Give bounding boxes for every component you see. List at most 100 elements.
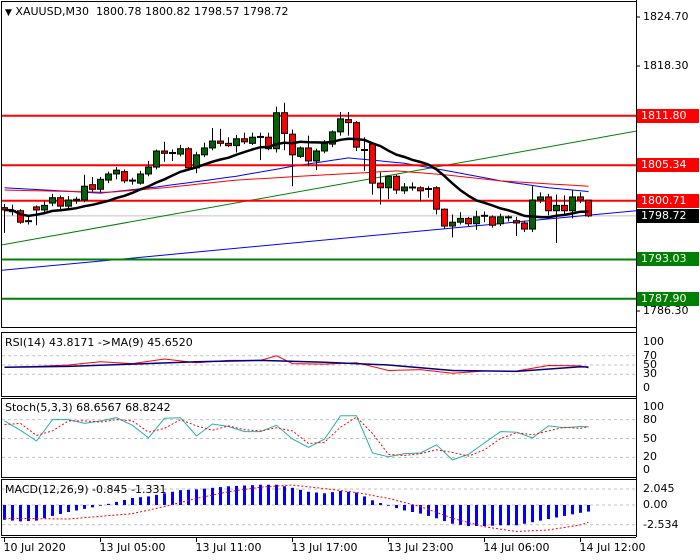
macd-histogram-bar [291, 487, 294, 505]
macd-histogram-bar [571, 505, 574, 515]
macd-histogram-bar [507, 505, 510, 526]
candle-bearish [393, 175, 400, 191]
level-price-tag: 1800.71 [637, 193, 699, 208]
macd-histogram-bar [155, 494, 158, 505]
candle-bullish [321, 142, 328, 152]
time-tick-label: 13 Jul 23:00 [387, 541, 454, 554]
candle-bullish [137, 173, 144, 184]
moving-average-red [4, 170, 589, 193]
candle-bearish [545, 196, 552, 212]
macd-histogram-bar [243, 485, 246, 505]
macd-title: MACD(12,26,9) -0.845 -1.331 [5, 483, 167, 496]
macd-histogram-bar [299, 489, 302, 505]
macd-histogram-bar [547, 505, 550, 520]
moving-average-black [4, 137, 589, 219]
candle-bullish [49, 197, 56, 204]
candle-bullish [425, 188, 432, 191]
macd-histogram-bar [35, 505, 38, 521]
macd-axis-label: -2.534 [643, 517, 679, 531]
macd-histogram-bar [419, 505, 422, 514]
macd-histogram-bar [51, 505, 54, 516]
macd-signal-line [4, 484, 589, 533]
price-tick-label: 1786.30 [643, 304, 689, 318]
current-price-tag: 1798.72 [637, 208, 699, 223]
macd-histogram-bar [59, 505, 62, 514]
candle-bearish [241, 138, 248, 143]
candle-bullish [169, 152, 176, 155]
candle-bullish [401, 186, 408, 192]
macd-histogram-bar [123, 499, 126, 505]
candle-bearish [89, 184, 96, 190]
macd-histogram-bar [83, 505, 86, 509]
candle-bearish [513, 220, 520, 224]
macd-histogram-bar [179, 490, 182, 505]
macd-histogram-bar [195, 489, 198, 505]
rsi-title: RSI(14) 43.8171 ->MA(9) 45.6520 [5, 336, 193, 349]
macd-histogram-bar [43, 505, 46, 519]
rsi-axis-label: 50 [643, 358, 657, 371]
candle-bullish [481, 214, 488, 217]
candle-bearish [409, 186, 416, 189]
macd-histogram-bar [3, 505, 6, 520]
rsi-line-ma [4, 359, 589, 373]
macd-histogram-bar [211, 487, 214, 505]
candle-bearish [369, 143, 376, 184]
level-price-tag: 1787.90 [637, 291, 699, 306]
time-tick-label: 10 Jul 2020 [3, 541, 66, 554]
candle-bearish [17, 210, 24, 223]
macd-histogram-bar [203, 488, 206, 505]
macd-histogram-bar [363, 496, 366, 505]
collapse-triangle-icon[interactable]: ▼ [5, 8, 12, 18]
macd-histogram-bar [315, 492, 318, 505]
candle-bearish [57, 197, 64, 207]
stoch-axis-label: 50 [643, 431, 657, 445]
trendline-green [2, 130, 636, 246]
macd-histogram-bar [331, 492, 334, 505]
macd-histogram-bar [387, 505, 390, 506]
candle-bullish [273, 112, 280, 150]
candle-bearish [585, 199, 592, 217]
candle-bullish [153, 150, 160, 168]
macd-histogram-bar [99, 505, 102, 506]
candle-bullish [569, 196, 576, 212]
candle-bearish [281, 112, 288, 134]
candle-bearish [353, 122, 360, 148]
candle-bullish [313, 150, 320, 162]
time-tick-label: 13 Jul 17:00 [291, 541, 358, 554]
macd-histogram-bar [11, 505, 14, 521]
macd-histogram-bar [307, 491, 310, 505]
candle-bearish [417, 187, 424, 192]
macd-histogram-bar [187, 489, 190, 505]
macd-histogram-bar [451, 505, 454, 524]
price-tick-label: 1818.30 [643, 59, 689, 72]
macd-histogram-bar [515, 505, 518, 526]
candle-bearish [361, 148, 368, 151]
stoch-title: Stoch(5,3,3) 68.6567 68.8242 [5, 401, 171, 414]
rsi-axis-label: 30 [643, 367, 657, 381]
macd-histogram-bar [355, 492, 358, 505]
symbol-label: XAUUSD,M30 [15, 5, 90, 18]
time-tick-label: 13 Jul 11:00 [195, 541, 262, 554]
candle-bearish [33, 206, 40, 211]
macd-histogram-bar [91, 505, 94, 508]
candle-bullish [249, 136, 256, 144]
macd-histogram-bar [251, 485, 254, 505]
candle-bullish [337, 118, 344, 133]
macd-histogram-bar [523, 505, 526, 524]
macd-histogram-bar [259, 484, 262, 505]
candle-bullish [129, 179, 136, 182]
candle-bullish [257, 135, 264, 138]
candle-bullish [113, 169, 120, 175]
candle-bearish [561, 204, 568, 212]
macd-histogram-bar [283, 486, 286, 505]
rsi-axis-label: 100 [643, 335, 664, 348]
stoch-axis-label: 100 [643, 400, 664, 413]
macd-histogram-bar [171, 491, 174, 505]
macd-axis-label: 2.045 [643, 482, 675, 496]
candle-bullish [385, 175, 392, 189]
time-tick-label: 14 Jul 12:00 [579, 541, 646, 554]
candle-bearish [345, 119, 352, 124]
macd-histogram-bar [403, 505, 406, 511]
macd-histogram-bar [115, 501, 118, 505]
